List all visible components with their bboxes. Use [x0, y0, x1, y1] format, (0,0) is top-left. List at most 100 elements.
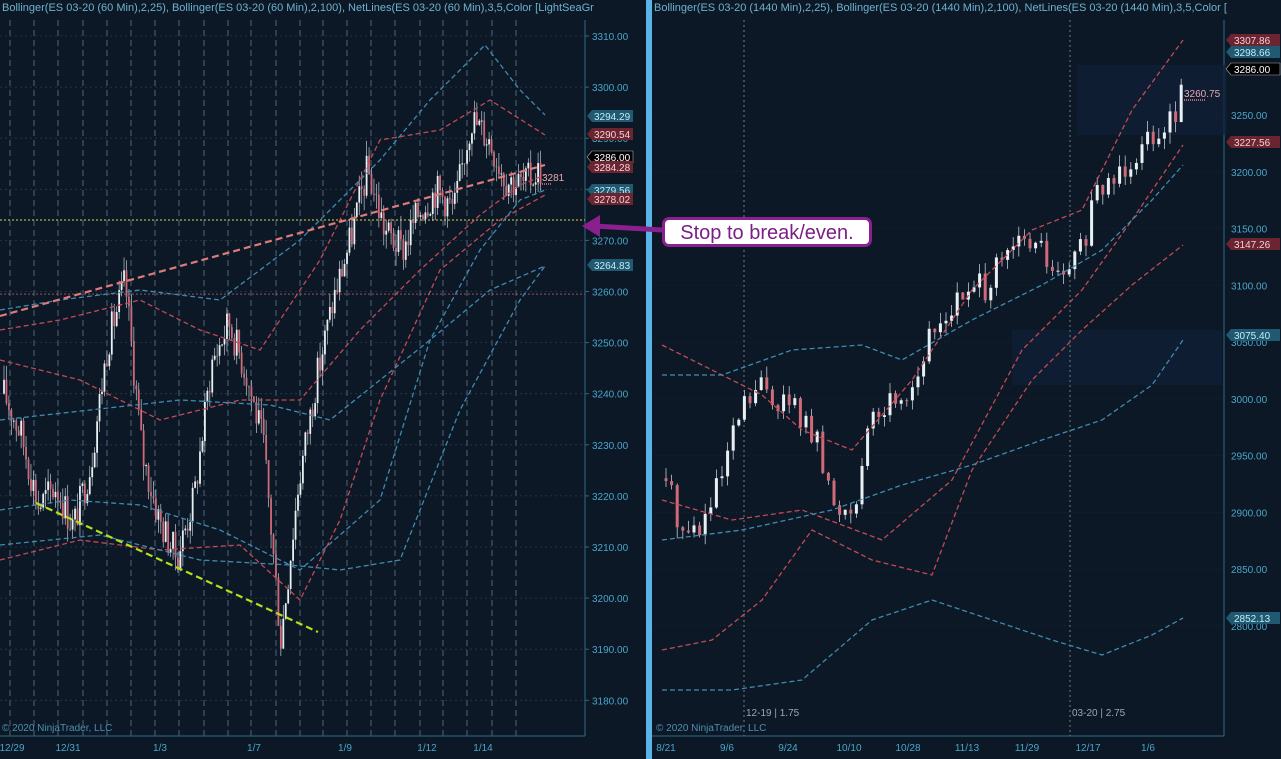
candle-body: [871, 411, 875, 429]
candle-body: [25, 446, 27, 460]
candle-body: [368, 155, 370, 174]
candle-body: [843, 509, 847, 515]
candle-body: [989, 287, 993, 301]
candle-body: [113, 311, 116, 327]
candle-body: [250, 386, 253, 397]
candle-body: [282, 618, 285, 649]
y-tick-label: 2900.00: [1231, 508, 1268, 519]
candle-body: [32, 479, 35, 491]
candle-body: [346, 252, 348, 264]
chart-pane-60min[interactable]: 3310.003300.003290.003280.003270.003260.…: [0, 0, 646, 759]
candle-body: [98, 394, 101, 422]
x-tick-label: 1/6: [1141, 743, 1155, 754]
candle-body: [230, 327, 233, 338]
candle-body: [387, 222, 390, 231]
candle-body: [66, 496, 69, 529]
candle-body: [882, 415, 886, 417]
candle-body: [866, 428, 870, 466]
price-axis: [1224, 0, 1281, 759]
y-tick-label: 3100.00: [1231, 281, 1268, 292]
candle-body: [110, 311, 113, 355]
candle-body: [397, 230, 400, 252]
candle-body: [341, 268, 343, 277]
chart-pane-1440min[interactable]: 3250.00 3200.00 3150.00 3100.00 3050.00 3000.…: [652, 0, 1281, 759]
candle-body: [177, 557, 179, 571]
candle-body: [1101, 185, 1105, 195]
candle-body: [245, 377, 248, 387]
candle-body: [407, 241, 410, 246]
indicator-header: Bollinger(ES 03-20 (1440 Min),2,25), Bol…: [654, 2, 1227, 14]
candle-body: [507, 184, 510, 196]
candle-body: [742, 396, 746, 420]
candle-body: [20, 420, 23, 436]
candle-body: [463, 163, 466, 165]
y-tick-label: 3220.00: [592, 492, 629, 503]
candle-body: [96, 421, 98, 453]
candle-body: [221, 344, 223, 346]
price-label-box: [587, 161, 633, 173]
candle-body: [664, 478, 668, 482]
candle-body: [737, 419, 741, 426]
panel-divider[interactable]: [646, 0, 652, 759]
candle-body: [226, 313, 228, 339]
candle-body: [1179, 84, 1183, 123]
candle-body: [284, 603, 287, 619]
candle-body: [162, 521, 165, 542]
candle-body: [446, 198, 449, 217]
candle-body: [821, 431, 825, 473]
candle-body: [152, 496, 155, 499]
candle-body: [933, 328, 937, 333]
price-label-text: 3075.40: [1234, 331, 1271, 342]
candle-body: [103, 363, 106, 392]
bollinger-100-mid: [0, 174, 546, 421]
candle-body: [815, 431, 819, 443]
candle-body: [382, 212, 385, 235]
x-tick-label: 9/6: [720, 743, 734, 754]
candle-body: [490, 139, 493, 153]
candle-body: [118, 290, 121, 313]
chart-canvas-60min[interactable]: 3310.003300.003290.003280.003270.003260.…: [0, 0, 646, 759]
candle-body: [787, 394, 791, 406]
price-label-box: [1226, 46, 1280, 58]
candle-body: [731, 425, 735, 451]
bollinger-25-upper: [661, 39, 1184, 451]
candle-body: [1129, 169, 1133, 177]
candle-body: [1011, 246, 1015, 251]
candle-body: [363, 188, 366, 196]
candle-body: [483, 120, 486, 146]
candle-body: [899, 400, 903, 404]
candle-body: [324, 330, 326, 355]
candle-body: [34, 479, 37, 503]
candle-body: [1174, 111, 1178, 123]
candle-body: [321, 354, 324, 371]
price-label-text: 3147.26: [1234, 240, 1271, 251]
candle-body: [128, 296, 130, 307]
candle-body: [927, 328, 931, 362]
candle-body: [1000, 257, 1004, 260]
candle-body: [793, 398, 797, 406]
candle-body: [537, 163, 539, 183]
y-tick-label: 3250.00: [592, 339, 629, 350]
candle-body: [493, 152, 495, 167]
price-label-box: [1226, 329, 1280, 341]
candle-body: [174, 531, 177, 558]
candle-body: [64, 496, 67, 519]
candle-body: [395, 248, 397, 252]
candle-body: [184, 528, 187, 531]
candle-body: [17, 430, 20, 436]
y-tick-label: 3230.00: [592, 441, 629, 452]
candle-body: [905, 400, 909, 402]
candle-body: [39, 507, 42, 509]
candle-body: [155, 498, 157, 520]
candle-body: [88, 477, 91, 495]
candle-body: [309, 409, 312, 434]
candle-body: [360, 186, 363, 189]
candle-body: [54, 491, 57, 498]
x-tick-label: 1/9: [338, 743, 352, 754]
chart-canvas-1440min[interactable]: 3250.00 3200.00 3150.00 3100.00 3050.00 3000.…: [652, 0, 1281, 759]
candle-body: [380, 212, 383, 218]
candle-body: [248, 386, 250, 388]
candle-body: [206, 390, 209, 402]
candle-body: [804, 415, 808, 428]
candle-body: [910, 387, 914, 401]
